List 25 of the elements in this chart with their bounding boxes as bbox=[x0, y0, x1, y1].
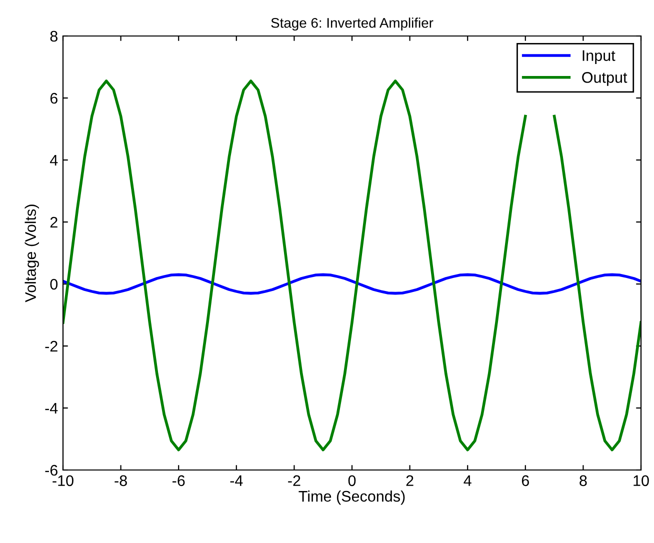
y-tick-label: 0 bbox=[50, 278, 58, 290]
x-tick-label: 10 bbox=[634, 475, 649, 486]
x-tick-label: -10 bbox=[52, 475, 74, 486]
legend-label: Input bbox=[582, 50, 616, 64]
x-tick-label: 0 bbox=[348, 475, 356, 486]
y-tick-label: 6 bbox=[50, 92, 58, 104]
x-tick-label: 2 bbox=[406, 475, 414, 486]
x-tick-label: -4 bbox=[230, 475, 243, 486]
y-tick-label: 8 bbox=[50, 30, 58, 42]
line-series bbox=[63, 273, 641, 295]
chart-title: Stage 6: Inverted Amplifier bbox=[271, 18, 434, 31]
y-tick-label: -2 bbox=[45, 340, 58, 352]
y-tick-label: 4 bbox=[50, 155, 58, 166]
legend-label: Output bbox=[582, 72, 628, 86]
x-tick-label: 4 bbox=[464, 475, 472, 486]
y-axis-title: Voltage (Volts) bbox=[24, 204, 39, 302]
y-tick-label: -4 bbox=[45, 403, 58, 414]
y-tick-label: 2 bbox=[50, 216, 58, 228]
x-tick-label: -8 bbox=[114, 475, 127, 486]
x-tick-label: 8 bbox=[580, 475, 587, 486]
y-tick-label: -6 bbox=[45, 464, 58, 476]
x-tick-label: 6 bbox=[522, 475, 529, 486]
x-tick-label: -6 bbox=[172, 475, 185, 486]
x-tick-label: -2 bbox=[288, 475, 300, 486]
x-axis-title: Time (Seconds) bbox=[298, 490, 405, 505]
